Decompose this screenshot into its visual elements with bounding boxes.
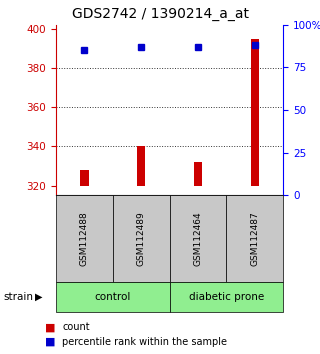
Text: count: count (62, 322, 90, 332)
Bar (194, 162, 202, 185)
Text: GSM112487: GSM112487 (250, 211, 259, 266)
Text: ■: ■ (45, 322, 55, 332)
Text: GSM112488: GSM112488 (80, 211, 89, 266)
Text: GDS2742 / 1390214_a_at: GDS2742 / 1390214_a_at (71, 7, 249, 22)
Text: GSM112489: GSM112489 (137, 211, 146, 266)
Text: control: control (95, 292, 131, 302)
Text: GSM112464: GSM112464 (194, 211, 203, 266)
Text: ■: ■ (45, 337, 55, 347)
Bar (137, 146, 146, 185)
Bar (251, 39, 259, 185)
Text: strain: strain (3, 292, 33, 302)
Text: ▶: ▶ (35, 292, 43, 302)
Bar (80, 170, 89, 185)
Text: percentile rank within the sample: percentile rank within the sample (62, 337, 228, 347)
Text: diabetic prone: diabetic prone (189, 292, 264, 302)
